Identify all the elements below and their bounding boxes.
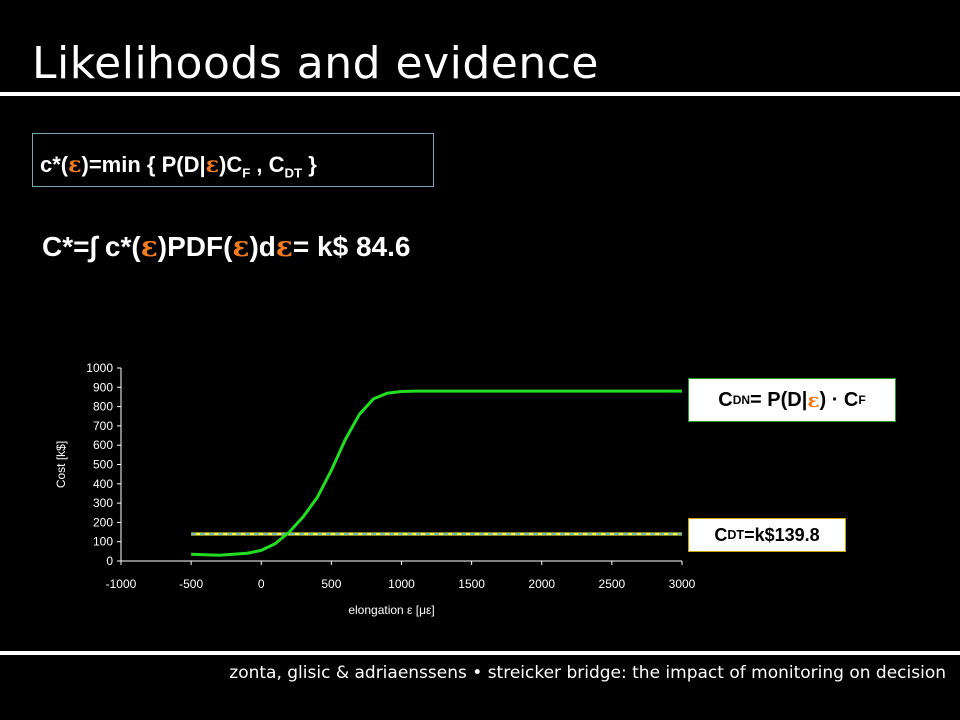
footer-divider: [0, 651, 960, 655]
y-tick-label: 600: [93, 438, 113, 452]
y-axis-label: Cost [k$]: [54, 441, 68, 488]
y-tick-label: 0: [106, 554, 113, 568]
title-divider: [0, 92, 960, 96]
x-axis-label: elongation ε [με]: [348, 603, 434, 617]
series-line-cdn: [191, 389, 682, 557]
x-tick-label: 2500: [599, 577, 626, 591]
x-tick-label: 0: [258, 577, 265, 591]
y-tick-label: 500: [93, 458, 113, 472]
slide-footer: zonta, glisic & adriaenssens • streicker…: [229, 663, 946, 683]
formula-box: [32, 133, 434, 187]
y-tick-label: 700: [93, 419, 113, 433]
x-tick-label: 1000: [388, 577, 415, 591]
x-tick-label: 3000: [669, 577, 696, 591]
slide-title: Likelihoods and evidence: [32, 38, 599, 89]
x-tick-label: 2000: [528, 577, 555, 591]
y-tick-label: 1000: [86, 361, 113, 375]
cstar-integral-formula: C*=∫ c*(ε)PDF(ε)dε= k$ 84.6: [42, 230, 411, 263]
y-tick-label: 400: [93, 477, 113, 491]
x-tick-label: -1000: [106, 577, 137, 591]
y-tick-label: 300: [93, 496, 113, 510]
x-tick-label: 500: [321, 577, 341, 591]
y-tick-label: 900: [93, 380, 113, 394]
y-tick-label: 100: [93, 535, 113, 549]
cstar-eps-formula: c*(ε)=min { P(D|ε)CF , CDT }: [40, 152, 317, 181]
x-tick-label: 1500: [458, 577, 485, 591]
x-tick-label: -500: [179, 577, 203, 591]
y-tick-label: 800: [93, 400, 113, 414]
y-tick-label: 200: [93, 515, 113, 529]
cdt-label-box: C DT =k$139.8: [688, 518, 846, 552]
